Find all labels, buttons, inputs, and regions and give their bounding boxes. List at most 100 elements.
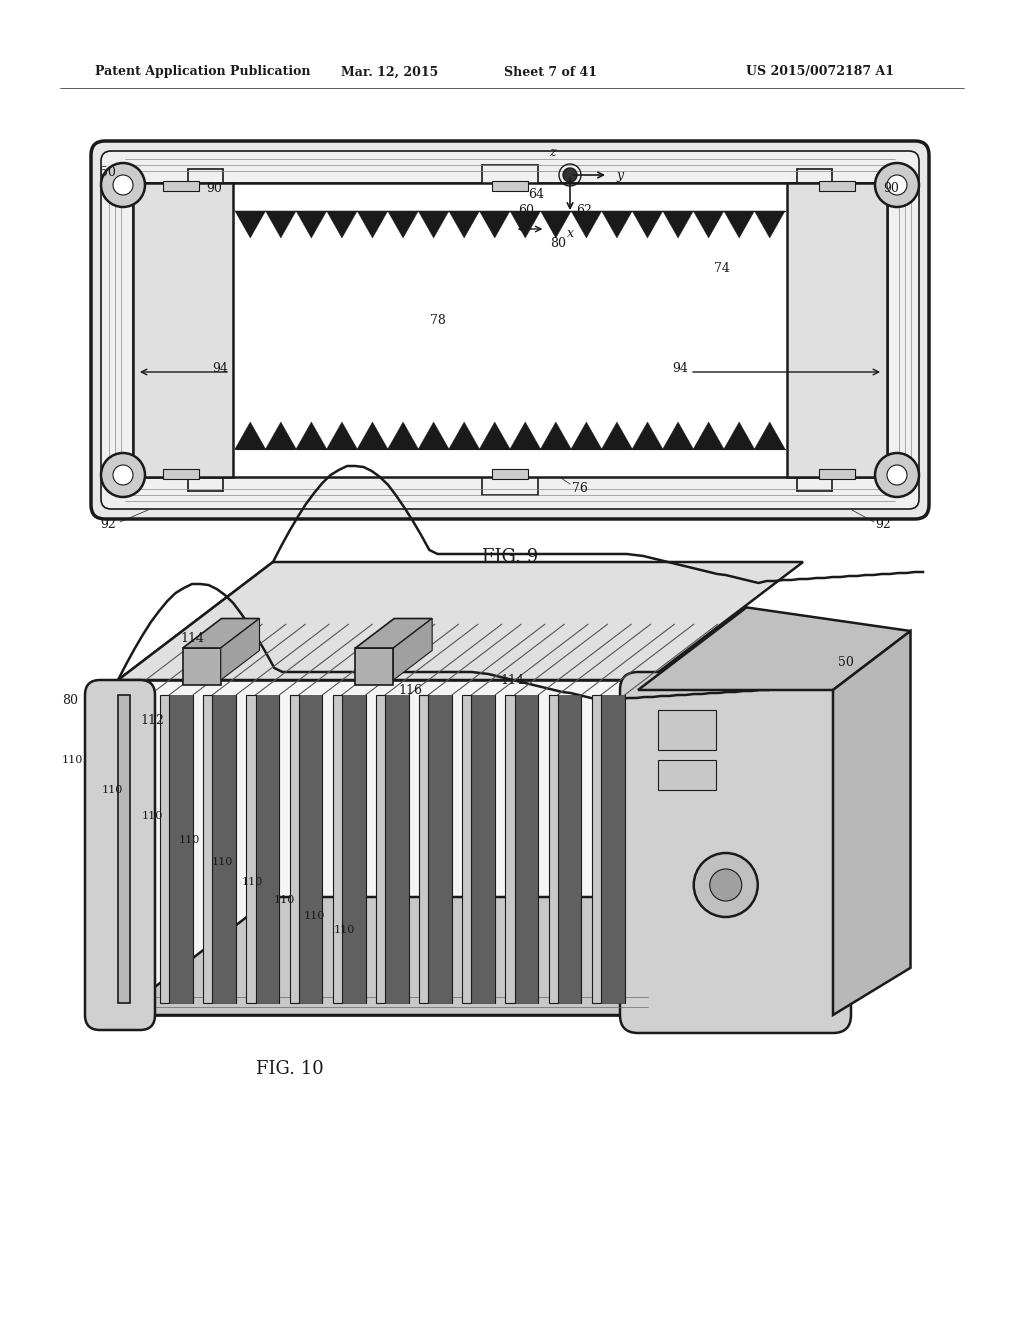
Circle shape xyxy=(563,168,577,182)
Text: US 2015/0072187 A1: US 2015/0072187 A1 xyxy=(746,66,894,78)
Circle shape xyxy=(874,453,919,498)
Bar xyxy=(787,183,887,477)
Text: FIG. 10: FIG. 10 xyxy=(256,1060,324,1078)
Bar xyxy=(492,181,528,191)
Text: 110: 110 xyxy=(61,755,83,766)
Polygon shape xyxy=(755,422,785,449)
Bar xyxy=(658,760,716,789)
Circle shape xyxy=(874,162,919,207)
Polygon shape xyxy=(449,422,479,449)
Text: 76: 76 xyxy=(572,482,588,495)
Bar xyxy=(658,710,716,750)
Text: 116: 116 xyxy=(398,684,422,697)
Polygon shape xyxy=(602,211,632,238)
Bar xyxy=(256,696,280,1003)
Bar xyxy=(592,696,601,1003)
Bar xyxy=(355,648,393,685)
Polygon shape xyxy=(419,422,449,449)
Polygon shape xyxy=(638,607,910,690)
Text: 94: 94 xyxy=(672,362,688,375)
Bar xyxy=(290,696,299,1003)
Bar xyxy=(163,469,199,479)
Polygon shape xyxy=(234,211,265,238)
Circle shape xyxy=(710,869,741,902)
Polygon shape xyxy=(118,898,803,1015)
Bar xyxy=(160,696,169,1003)
FancyBboxPatch shape xyxy=(101,150,919,510)
Text: 110: 110 xyxy=(304,911,325,921)
Bar xyxy=(182,648,221,685)
Bar xyxy=(204,696,212,1003)
Polygon shape xyxy=(327,211,357,238)
Bar xyxy=(549,696,558,1003)
Polygon shape xyxy=(296,211,327,238)
Polygon shape xyxy=(357,211,388,238)
Text: 78: 78 xyxy=(430,314,445,327)
Bar xyxy=(419,696,428,1003)
FancyBboxPatch shape xyxy=(85,680,155,1030)
Polygon shape xyxy=(327,422,357,449)
Bar xyxy=(506,696,514,1003)
Polygon shape xyxy=(355,619,432,648)
Text: x: x xyxy=(566,227,573,240)
Text: 114: 114 xyxy=(181,631,205,644)
Polygon shape xyxy=(388,422,419,449)
Text: 110: 110 xyxy=(101,785,123,795)
Polygon shape xyxy=(296,422,327,449)
Polygon shape xyxy=(663,422,693,449)
Polygon shape xyxy=(265,211,296,238)
Bar xyxy=(247,696,256,1003)
Polygon shape xyxy=(510,422,541,449)
Text: 90: 90 xyxy=(206,181,222,194)
Bar xyxy=(492,469,528,479)
FancyBboxPatch shape xyxy=(91,141,929,519)
Bar xyxy=(333,696,342,1003)
Text: z: z xyxy=(549,147,555,158)
Polygon shape xyxy=(571,211,602,238)
Polygon shape xyxy=(510,211,541,238)
Circle shape xyxy=(693,853,758,917)
Text: 110: 110 xyxy=(242,876,263,887)
Text: 60: 60 xyxy=(518,203,534,216)
Polygon shape xyxy=(388,211,419,238)
Circle shape xyxy=(101,453,145,498)
Polygon shape xyxy=(118,680,648,1015)
Text: Sheet 7 of 41: Sheet 7 of 41 xyxy=(504,66,597,78)
Circle shape xyxy=(101,162,145,207)
Polygon shape xyxy=(265,422,296,449)
Text: 80: 80 xyxy=(62,693,78,706)
Polygon shape xyxy=(234,422,265,449)
Circle shape xyxy=(887,465,907,484)
Circle shape xyxy=(887,176,907,195)
Polygon shape xyxy=(357,422,388,449)
Polygon shape xyxy=(632,422,663,449)
Bar xyxy=(133,183,233,477)
Polygon shape xyxy=(118,562,803,680)
Text: 92: 92 xyxy=(100,519,116,532)
Bar xyxy=(558,696,582,1003)
Text: 50: 50 xyxy=(838,656,854,668)
Polygon shape xyxy=(118,898,803,1015)
Bar xyxy=(514,696,539,1003)
Polygon shape xyxy=(693,422,724,449)
Polygon shape xyxy=(182,619,259,648)
Polygon shape xyxy=(393,619,432,680)
Bar xyxy=(462,696,471,1003)
Bar xyxy=(376,696,385,1003)
Bar xyxy=(299,696,323,1003)
Text: 92: 92 xyxy=(874,519,891,532)
Bar xyxy=(819,469,855,479)
Text: 110: 110 xyxy=(178,836,200,845)
Text: 114: 114 xyxy=(500,673,524,686)
Text: 110: 110 xyxy=(334,925,355,935)
Bar xyxy=(385,696,409,1003)
Text: FIG. 9: FIG. 9 xyxy=(482,548,539,566)
Text: 50: 50 xyxy=(100,166,116,180)
Text: Mar. 12, 2015: Mar. 12, 2015 xyxy=(341,66,438,78)
Bar xyxy=(117,696,126,1003)
Bar xyxy=(819,181,855,191)
Polygon shape xyxy=(833,631,910,1015)
Bar xyxy=(163,181,199,191)
Polygon shape xyxy=(724,211,755,238)
Text: 80: 80 xyxy=(550,238,566,249)
